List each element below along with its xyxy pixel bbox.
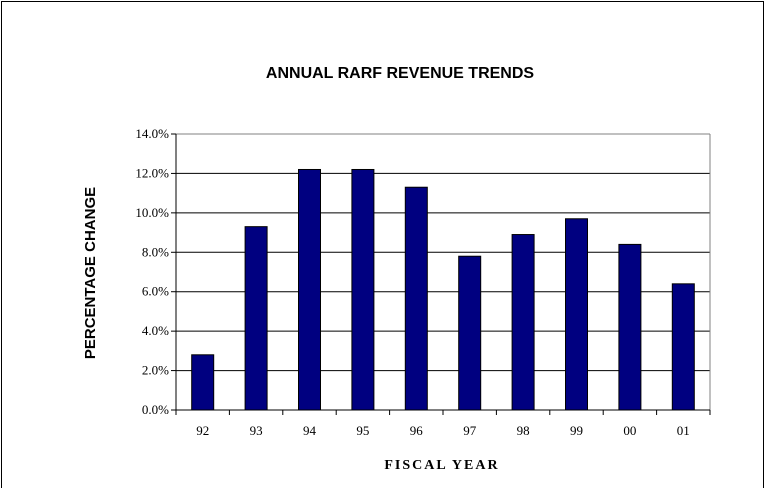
- x-tick-label: 00: [623, 423, 636, 438]
- x-tick-label: 98: [517, 423, 530, 438]
- bar-92: [191, 354, 215, 411]
- bar-93: [244, 226, 268, 411]
- chart-title: ANNUAL RARF REVENUE TRENDS: [266, 65, 534, 82]
- x-axis-label: FISCAL YEAR: [384, 458, 499, 473]
- y-tick-label: 12.0%: [135, 165, 169, 180]
- x-tick-label: 96: [410, 423, 424, 438]
- y-tick-labels: 0.0% 2.0% 4.0% 6.0% 8.0% 10.0% 12.0% 14.0%: [135, 126, 169, 417]
- y-tick-label: 0.0%: [142, 402, 169, 417]
- y-axis-label: PERCENTAGE CHANGE: [82, 187, 99, 359]
- bar-95: [351, 168, 375, 411]
- y-tick-label: 4.0%: [142, 323, 169, 338]
- bar-98: [511, 234, 535, 411]
- bar-01: [671, 283, 695, 411]
- y-tick-label: 10.0%: [135, 205, 169, 220]
- x-tick-label: 92: [196, 423, 209, 438]
- x-tick-label: 01: [677, 423, 690, 438]
- x-tick-label: 94: [303, 423, 317, 438]
- x-tick-labels: 92 93 94 95 96 97 98 99 00 01: [196, 423, 690, 438]
- y-tick-label: 6.0%: [142, 284, 169, 299]
- bars: [191, 168, 695, 411]
- y-tick-label: 2.0%: [142, 363, 169, 378]
- bar-94: [298, 168, 321, 411]
- bar-99: [565, 218, 588, 411]
- x-tick-label: 99: [570, 423, 583, 438]
- x-tick-label: 95: [356, 423, 369, 438]
- x-tick-label: 97: [463, 423, 477, 438]
- bar-00: [618, 243, 642, 411]
- x-tick-label: 93: [250, 423, 263, 438]
- axes: [171, 133, 711, 415]
- y-tick-label: 14.0%: [135, 126, 169, 141]
- bar-96: [404, 186, 428, 411]
- bar-97: [458, 255, 482, 411]
- y-tick-label: 8.0%: [142, 244, 169, 259]
